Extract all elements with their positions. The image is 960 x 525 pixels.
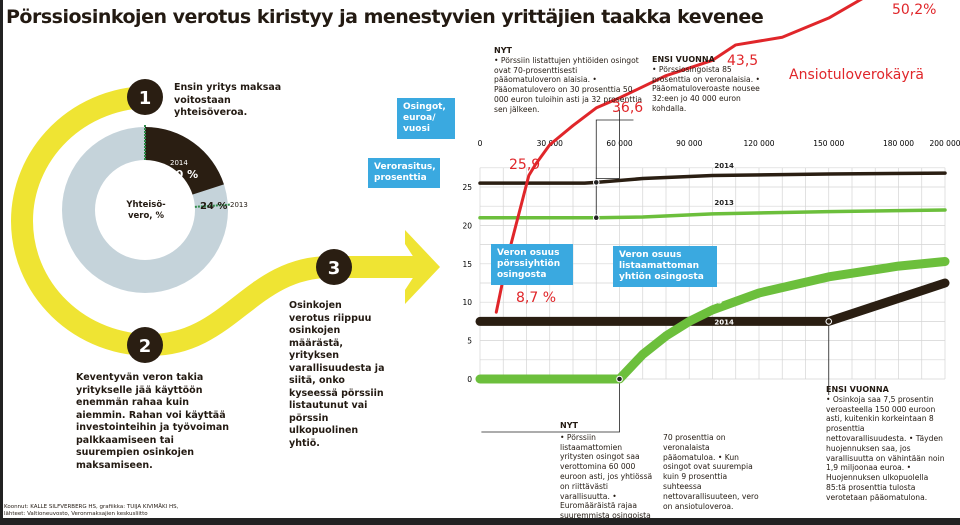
credits-line: Koonnut: KALLE SILFVERBERG HS, grafiikka… <box>4 504 179 510</box>
svg-text:2: 2 <box>139 336 152 357</box>
y-tick-label: 25 <box>462 183 472 192</box>
callout-y-axis: Verorasitus, prosenttia <box>368 158 440 188</box>
donut-2014-label: 2014 <box>170 159 188 167</box>
series-line-annotation-Ansiotuloverokäyrä <box>494 0 863 314</box>
series-line-listed-2014 <box>478 171 947 185</box>
note-body: • Pörssiin listattujen yhtiöiden osingot… <box>494 55 642 114</box>
frame-border <box>0 0 3 525</box>
series-line-unlisted-2014 <box>475 278 950 326</box>
note-body: • Osinkoja saa 7,5 prosentin veroasteell… <box>826 394 945 502</box>
annotation-value: 43,5 <box>727 53 759 69</box>
donut-center-label: Yhteisö-vero, % <box>126 200 166 221</box>
note-body: • Pörssiin listaamattomien yritysten osi… <box>560 432 653 521</box>
yellow-flow-arrow <box>11 86 425 357</box>
step-2-text: Keventyvän veron takia yritykselle jää k… <box>76 372 230 471</box>
annotation-value: 50,2% <box>892 2 937 18</box>
note-title: NYT <box>560 421 578 430</box>
note-title: ENSI VUONNA <box>826 385 889 394</box>
series-line-unlisted-2013 <box>475 256 950 384</box>
series-label: 2014 <box>714 318 734 326</box>
donut-2014-value: 20 % <box>168 168 199 181</box>
arrow-head <box>405 230 440 304</box>
series-line-listed-2013 <box>478 208 947 220</box>
annotation-curve-label: Ansiotuloverokäyrä <box>789 67 924 83</box>
y-tick-label: 10 <box>462 298 472 307</box>
y-tick-label: 0 <box>467 375 472 384</box>
step-badge-2: 2 <box>127 327 163 363</box>
callout-x-axis: Osingot, euroa/ vuosi <box>397 98 455 139</box>
note-title: NYT <box>494 46 512 55</box>
y-tick-label: 5 <box>467 337 472 346</box>
callout-unlisted: Veron osuus listaamattoman yhtiön osingo… <box>613 246 717 287</box>
donut-hole <box>95 160 195 260</box>
series-label: 2013 <box>703 298 723 306</box>
note-unlisted-next: ENSI VUONNA • Osinkoja saa 7,5 prosentin … <box>826 385 946 503</box>
x-tick-label: 0 <box>478 139 483 148</box>
donut-marker-2013 <box>194 203 231 208</box>
step-badge-1: 1 <box>127 79 163 115</box>
connector-line <box>481 379 620 433</box>
note-listed-next: ENSI VUONNA • Pörssiosingoista 85 prosent… <box>652 55 762 114</box>
marker-point <box>616 375 623 383</box>
series-label: 2014 <box>714 162 734 170</box>
y-tick-label: 15 <box>462 260 472 269</box>
x-tick-label: 150 000 <box>813 139 844 148</box>
donut-2013-value: 24 % <box>200 201 228 212</box>
note-unlisted-now-col2: 70 prosenttia on veronalaista pääomatulo… <box>663 433 759 511</box>
note-body: • Pörssiosingoista 85 prosenttia on vero… <box>652 64 760 113</box>
marker-point <box>592 179 600 186</box>
x-tick-label: 180 000 <box>883 139 914 148</box>
credits: Koonnut: KALLE SILFVERBERG HS, grafiikka… <box>4 504 178 518</box>
credits-line: lähteet: Valtioneuvosto, Veronmaksajien … <box>4 511 148 517</box>
x-tick-label: 90 000 <box>676 139 702 148</box>
y-tick-label: 20 <box>462 221 472 230</box>
marker-point <box>825 318 833 325</box>
callout-listed: Veron osuus pörssiyhtiön osingosta <box>491 244 573 285</box>
svg-text:3: 3 <box>328 258 341 279</box>
x-tick-label: 120 000 <box>743 139 774 148</box>
donut-2013-label: 2013 <box>230 201 248 209</box>
note-title: ENSI VUONNA <box>652 55 715 64</box>
step-1-text: Ensin yritys maksaa voitostaan yhteisöve… <box>174 82 282 118</box>
page-title: Pörssiosinkojen verotus kiristyy ja mene… <box>6 6 764 28</box>
step-badge-3: 3 <box>316 249 352 285</box>
x-tick-label: 200 000 <box>929 139 960 148</box>
note-unlisted-now: NYT • Pörssiin listaamattomien yritysten … <box>560 421 655 521</box>
series-label: 2013 <box>714 199 734 207</box>
svg-text:1: 1 <box>139 88 152 109</box>
connector-line <box>595 119 634 218</box>
annotation-value: 36,6 <box>612 100 644 116</box>
annotation-value: 25,9 <box>509 157 541 173</box>
step-3-text: Osinkojen verotus riippuu osinkojen määr… <box>289 300 385 449</box>
marker-point <box>592 214 600 222</box>
annotation-value: 8,7 % <box>516 290 557 306</box>
note-listed-now: NYT • Pörssiin listattujen yhtiöiden osin… <box>494 46 644 115</box>
frame-border <box>0 518 960 525</box>
